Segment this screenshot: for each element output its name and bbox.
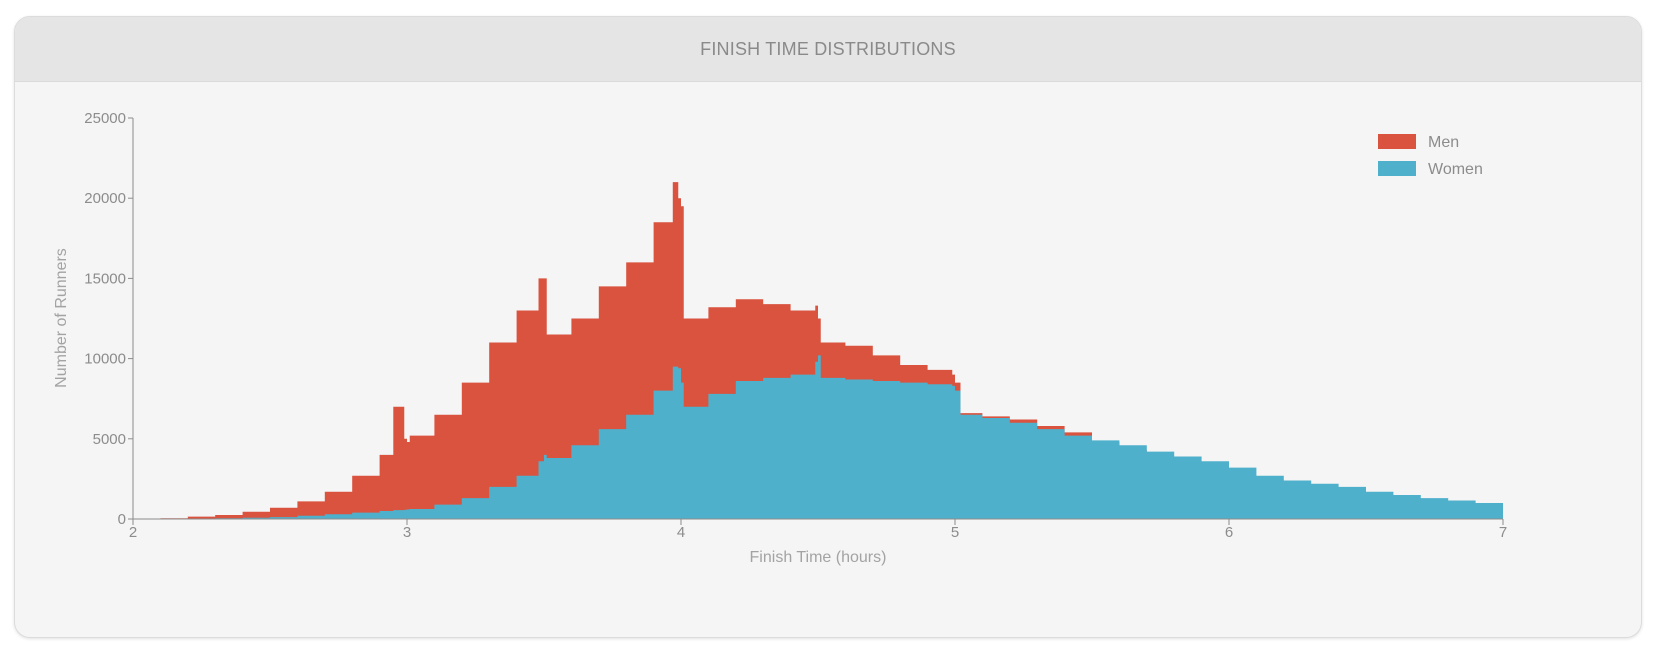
y-tick-label: 20000 xyxy=(84,190,126,207)
y-tick-label: 10000 xyxy=(84,351,126,368)
y-axis-label: Number of Runners xyxy=(53,248,70,388)
chart-areas xyxy=(133,182,1503,519)
legend-label-women: Women xyxy=(1428,161,1483,178)
series-women-area xyxy=(133,355,1503,519)
y-tick-label: 5000 xyxy=(93,431,126,448)
legend: Men Women xyxy=(1378,134,1483,178)
x-tick-label: 4 xyxy=(677,524,685,541)
y-ticks: 0 5000 10000 15000 20000 25000 xyxy=(84,110,133,528)
x-tick-label: 6 xyxy=(1225,524,1233,541)
card-header: FINISH TIME DISTRIBUTIONS xyxy=(15,17,1641,82)
legend-swatch-men xyxy=(1378,134,1416,149)
x-tick-label: 2 xyxy=(129,524,137,541)
y-tick-label: 0 xyxy=(118,511,126,528)
y-tick-label: 15000 xyxy=(84,270,126,287)
x-tick-label: 3 xyxy=(403,524,411,541)
card-title: FINISH TIME DISTRIBUTIONS xyxy=(700,38,956,59)
x-tick-label: 5 xyxy=(951,524,959,541)
legend-label-men: Men xyxy=(1428,134,1459,151)
chart-axes xyxy=(132,118,1503,520)
x-tick-label: 7 xyxy=(1499,524,1507,541)
chart-card: FINISH TIME DISTRIBUTIONS xyxy=(14,16,1642,638)
x-axis-label: Finish Time (hours) xyxy=(750,549,887,566)
y-tick-label: 25000 xyxy=(84,110,126,127)
series-men-area xyxy=(133,182,1503,519)
x-ticks: 2 3 4 5 6 7 xyxy=(129,519,1507,541)
legend-swatch-women xyxy=(1378,161,1416,176)
